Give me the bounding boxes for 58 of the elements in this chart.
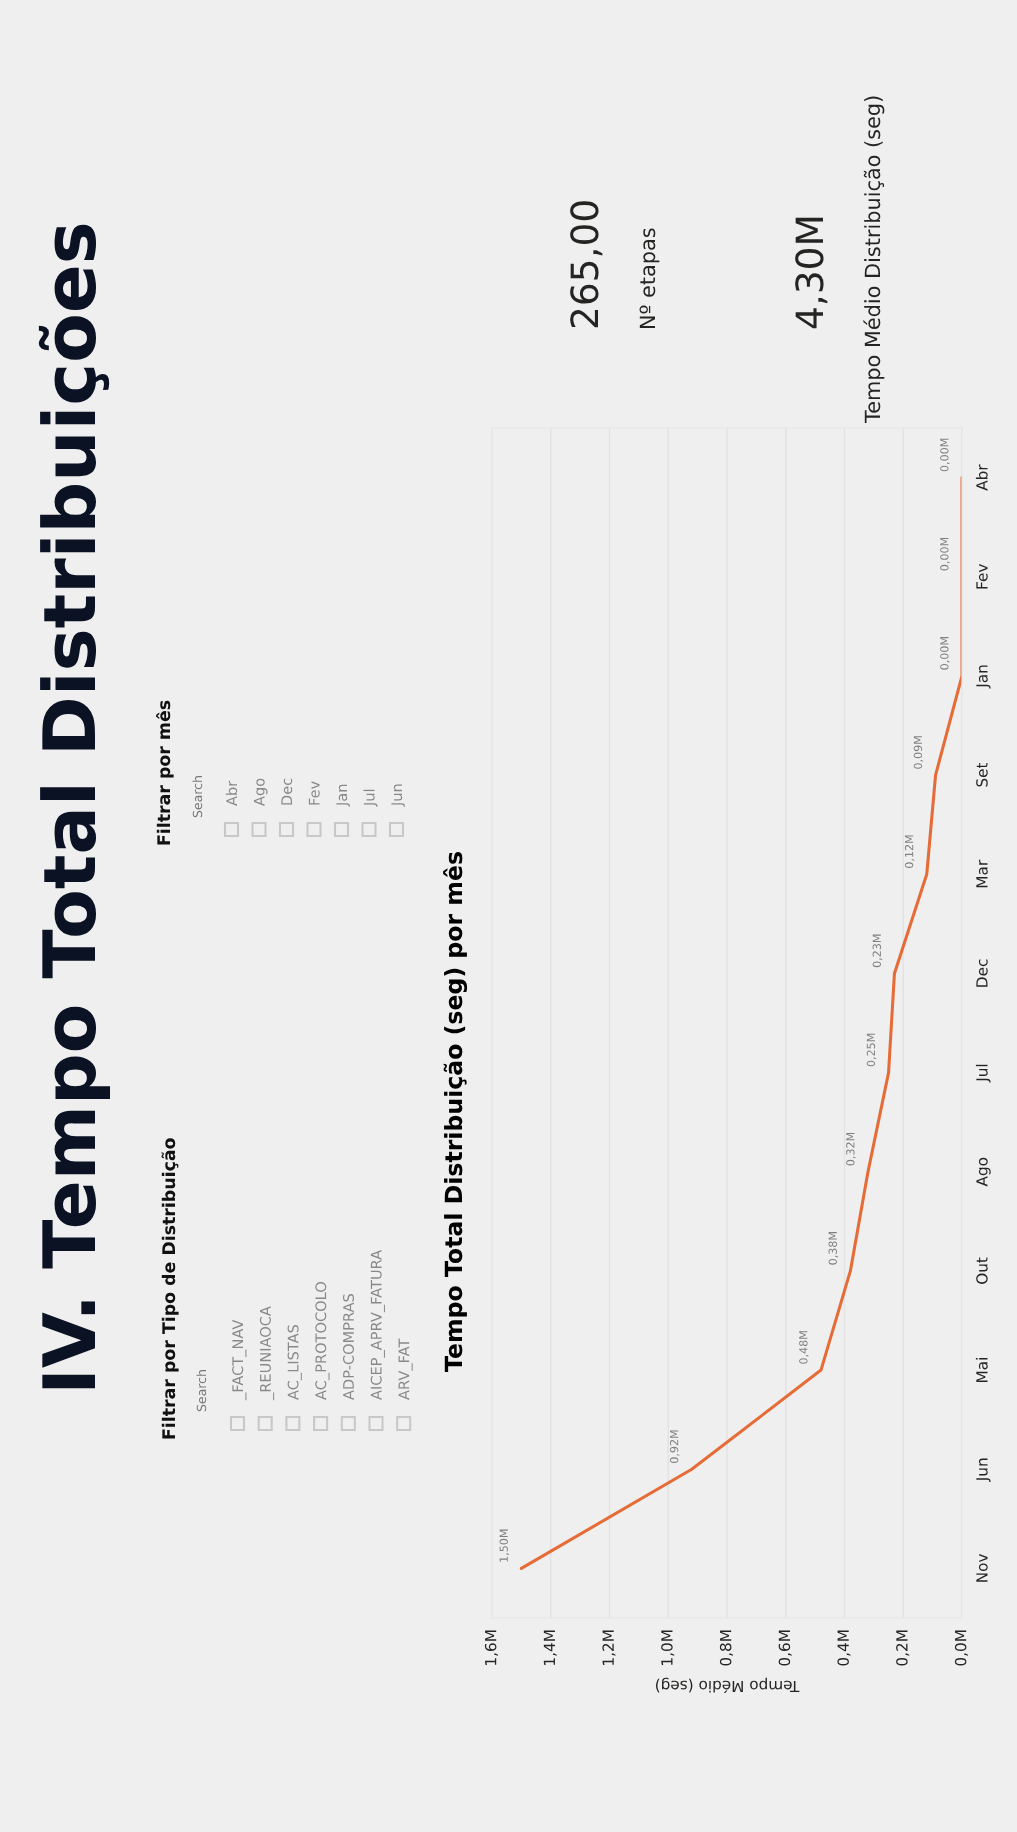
text: Abr: [225, 780, 238, 806]
y-tick-label: Dec: [976, 959, 988, 987]
text: Jul: [363, 789, 378, 807]
y-tick-label: Jun: [976, 1458, 991, 1482]
y-tick-label: Jan: [976, 665, 991, 689]
x-tick-label: 0,0M: [954, 1630, 968, 1666]
text: Jun: [391, 784, 405, 807]
x-tick-label: 0,4M: [837, 1630, 851, 1666]
data-label: 0,23M: [872, 934, 883, 968]
text: IV. Tempo Total Distribuições: [38, 224, 111, 1389]
data-label: 0,00M: [940, 438, 950, 472]
text: Jan: [336, 784, 350, 807]
text: AC_PROTOCOLO: [315, 1282, 330, 1400]
text: Tempo Médio Distribuição (seg): [863, 96, 885, 424]
y-tick-label: Mai: [975, 1358, 988, 1382]
y-tick-label: Out: [976, 1257, 988, 1284]
y-tick-label: Jul: [975, 1064, 991, 1083]
text: 265,00: [570, 201, 603, 328]
y-tick-label: Nov: [976, 1553, 988, 1582]
x-tick-label: 0,6M: [778, 1630, 792, 1666]
data-label: 0,12M: [904, 835, 915, 868]
text: ADP-COMPRAS: [342, 1294, 355, 1400]
data-label: 0,38M: [828, 1232, 839, 1265]
x-tick-label: 1,0M: [661, 1630, 675, 1665]
text: Fev: [308, 781, 320, 805]
data-label: 0,32M: [846, 1132, 856, 1166]
text: 4,30M: [795, 217, 828, 329]
x-tick-label: 0,8M: [719, 1630, 733, 1666]
text: Filtrar por Tipo de Distribuição: [161, 1138, 179, 1439]
text: Dec: [281, 778, 293, 805]
x-tick-label: 1,6M: [484, 1630, 498, 1665]
data-label: 0,09M: [913, 736, 924, 769]
text: Tempo Total Distribuição (seg) por mês: [443, 852, 468, 1372]
data-label: 0,48M: [799, 1331, 809, 1364]
y-tick-label: Abr: [975, 464, 988, 491]
y-tick-label: Set: [976, 762, 988, 787]
text: ARV_FAT: [398, 1338, 413, 1400]
text: AC_LISTAS: [287, 1324, 302, 1400]
text: Nº etapas: [639, 228, 660, 328]
text: Filtrar por mês: [156, 700, 174, 845]
x-axis-title: Tempo Médio (seg): [656, 1677, 800, 1694]
x-tick-label: 0,2M: [896, 1630, 910, 1666]
y-tick-label: Ago: [976, 1157, 991, 1187]
text: _REUNIAOCA: [259, 1306, 275, 1401]
text: _FACT_NAV: [232, 1319, 247, 1401]
text: Search: [192, 776, 203, 818]
data-label: 0,00M: [940, 537, 950, 571]
text: AICEP_APRV_FATURA: [370, 1249, 385, 1400]
data-label: 0,00M: [940, 637, 950, 670]
data-label: 1,50M: [499, 1529, 510, 1562]
text: Search: [196, 1370, 207, 1412]
x-tick-label: 1,4M: [543, 1630, 557, 1665]
text: Ago: [253, 778, 268, 806]
y-tick-label: Fev: [976, 564, 988, 589]
y-tick-label: Mar: [976, 859, 988, 888]
x-tick-label: 1,2M: [602, 1630, 616, 1665]
data-label: 0,25M: [866, 1033, 877, 1067]
data-label: 0,92M: [669, 1430, 680, 1463]
